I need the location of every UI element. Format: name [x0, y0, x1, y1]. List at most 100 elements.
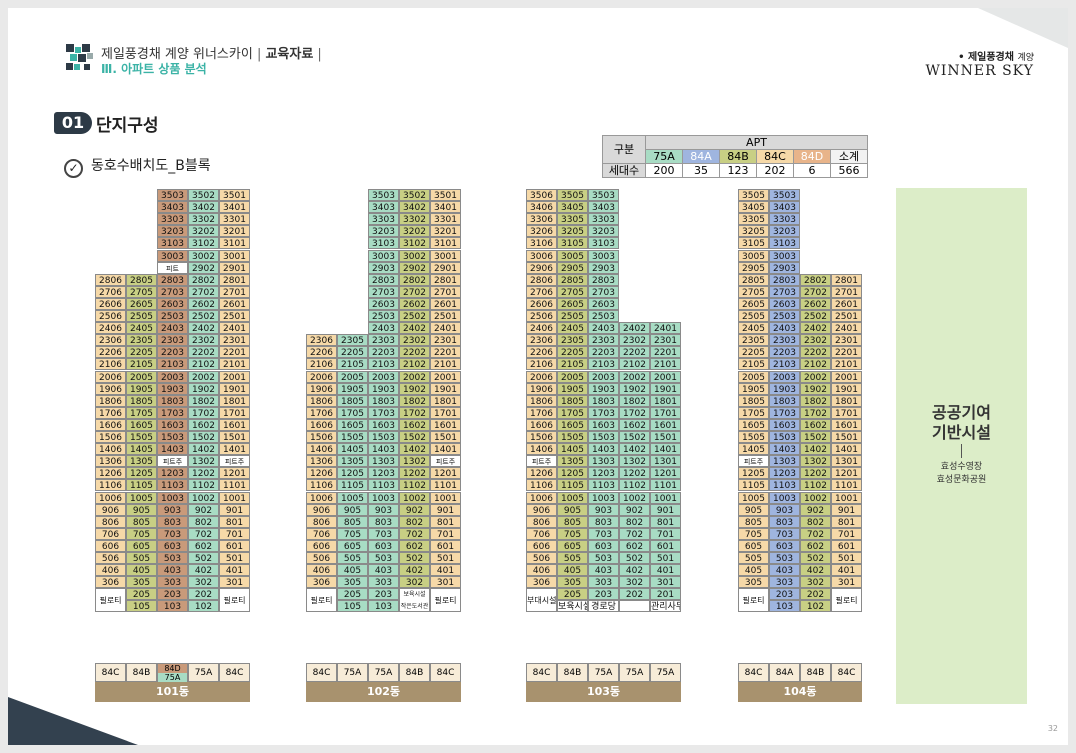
unit-cell: 2803 [769, 273, 800, 286]
unit-cell: 2503 [368, 310, 399, 322]
unit-cell: 3303 [368, 213, 399, 226]
unit-cell: 803 [368, 515, 399, 528]
unit-cell: 905 [337, 503, 368, 516]
unit-cell: 2005 [337, 370, 368, 383]
unit-cell: 1503 [588, 431, 619, 443]
table-count-2: 123 [719, 163, 757, 178]
unit-cell: 2202 [800, 346, 831, 359]
unit-cell: 1805 [337, 394, 368, 407]
unit-cell: 1003 [588, 491, 619, 504]
unit-cell: 803 [157, 515, 188, 528]
unit-cell: 605 [126, 539, 157, 552]
unit-cell: 301 [650, 576, 681, 589]
unit-cell: 1102 [399, 479, 430, 492]
unit-cell: 1005 [337, 491, 368, 504]
unit-cell: 2403 [368, 322, 399, 335]
unit-cell: 2205 [738, 346, 769, 359]
unit-cell: 1606 [95, 418, 126, 431]
subsection-title: ✓ 동호수배치도_B블록 [64, 155, 211, 178]
unit-cell: 2003 [588, 370, 619, 383]
unit-cell: 1906 [95, 382, 126, 395]
unit-cell: 2601 [831, 297, 862, 310]
unit-cell: 703 [157, 527, 188, 540]
unit-cell: 1702 [399, 406, 430, 419]
unit-cell: 1502 [188, 431, 219, 443]
unit-cell: 3203 [588, 225, 619, 238]
unit-cell: 901 [219, 503, 250, 516]
type-label: 84C [831, 663, 862, 682]
unit-cell: 903 [157, 503, 188, 516]
unit-cell: 805 [126, 515, 157, 528]
unit-cell: 406 [306, 564, 337, 577]
unit-cell: 2201 [219, 346, 250, 359]
unit-cell: 3006 [526, 249, 557, 262]
unit-cell: 1203 [769, 467, 800, 480]
unit-cell: 2801 [831, 273, 862, 286]
type-label: 84C [738, 663, 769, 682]
facility-label: 보육시설 [557, 600, 588, 613]
unit-cell: 905 [738, 503, 769, 516]
unit-cell: 506 [95, 552, 126, 564]
unit-cell: 103 [157, 600, 188, 613]
unit-cell: 1006 [306, 491, 337, 504]
unit-cell: 1601 [219, 418, 250, 431]
unit-cell: 1306 [306, 455, 337, 468]
unit-cell: 2101 [430, 358, 461, 371]
unit-cell: 2802 [800, 273, 831, 286]
unit-cell: 403 [588, 564, 619, 577]
unit-cell: 2301 [430, 334, 461, 347]
unit-cell: 2805 [126, 273, 157, 286]
unit-cell: 2503 [588, 310, 619, 322]
unit-cell: 1302 [619, 455, 650, 468]
table-type-2: 84B [719, 149, 757, 164]
unit-cell: 402 [619, 564, 650, 577]
unit-cell: 1802 [399, 394, 430, 407]
unit-cell: 2205 [337, 346, 368, 359]
type-label: 84A [769, 663, 800, 682]
unit-cell: 3503 [588, 189, 619, 201]
unit-cell: 1806 [306, 394, 337, 407]
unit-cell: 2706 [95, 285, 126, 298]
divider [961, 444, 962, 458]
unit-cell: 2102 [399, 358, 430, 371]
table-type-5: 소계 [830, 149, 868, 164]
unit-cell: 3105 [557, 237, 588, 250]
unit-cell: 1605 [126, 418, 157, 431]
unit-cell: 2303 [769, 334, 800, 347]
unit-cell: 1703 [157, 406, 188, 419]
unit-cell: 2006 [95, 370, 126, 383]
unit-cell: 1106 [306, 479, 337, 492]
unit-cell: 1903 [769, 382, 800, 395]
unit-cell: 2105 [557, 358, 588, 371]
unit-cell: 2702 [800, 285, 831, 298]
unit-cell: 502 [399, 552, 430, 564]
unit-cell: 402 [188, 564, 219, 577]
unit-cell: 1303 [368, 455, 399, 468]
unit-cell: 2701 [219, 285, 250, 298]
unit-cell: 1103 [588, 479, 619, 492]
unit-cell: 2002 [188, 370, 219, 383]
table-count-row: 세대수 200 35 123 202 6 566 [602, 163, 868, 178]
unit-cell: 203 [157, 588, 188, 601]
type-label: 84D 75A [157, 663, 188, 682]
unit-cell: 606 [95, 539, 126, 552]
unit-cell: 1002 [800, 491, 831, 504]
unit-cell: 3206 [526, 225, 557, 238]
unit-cell: 1202 [399, 467, 430, 480]
unit-cell: 2905 [557, 261, 588, 274]
unit-cell: 1002 [619, 491, 650, 504]
unit-cell: 1405 [337, 443, 368, 456]
unit-cell: 705 [337, 527, 368, 540]
unit-cell: 1806 [526, 394, 557, 407]
type-label: 84C [219, 663, 250, 682]
unit-cell: 1406 [306, 443, 337, 456]
unit-cell: 3401 [430, 201, 461, 214]
brand-mosaic-icon [66, 44, 93, 70]
brand-dot: • [958, 52, 968, 63]
unit-cell: 405 [337, 564, 368, 577]
unit-cell: 3201 [430, 225, 461, 238]
unit-cell: 1105 [557, 479, 588, 492]
unit-cell: 2803 [157, 273, 188, 286]
unit-cell: 2501 [430, 310, 461, 322]
unit-cell: 2305 [557, 334, 588, 347]
